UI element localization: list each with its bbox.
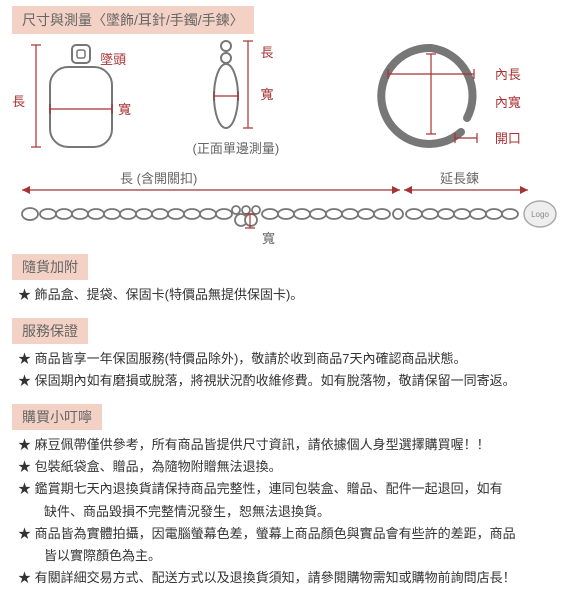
measurement-title: 尺寸與測量〈墜飾/耳針/手鐲/手鍊〉 [12, 6, 254, 34]
pendant-length-label: 長 [12, 91, 25, 110]
list-item: 保固期內如有磨損或脫落，將視狀況酌收維修費。如有脫落物，敬請保留一同寄返。 [18, 370, 565, 392]
pendant-width-label: 寬 [118, 99, 131, 118]
pendant-bail-label: 墜頭 [100, 49, 126, 68]
chain-diagram: 長 (含開關扣) 延長鍊 [0, 168, 583, 248]
bangle-diagram: 內長 內寬 開口 [371, 38, 541, 168]
bangle-gap-ruler [451, 130, 491, 146]
earring-width-ruler [208, 88, 248, 104]
list-item: 包裝紙袋盒、贈品，為隨物附贈無法退換。 [18, 456, 565, 478]
list-item: 有關詳細交易方式、配送方式以及退換貨須知，請參閱購物需知或購物前詢問店長！ [18, 567, 565, 589]
list-item: 商品皆享一年保固服務(特價品除外)，敬請於收到商品7天內確認商品狀態。 [18, 348, 565, 370]
diagram-row-1: 墜頭 長 寬 長 [0, 38, 583, 168]
chain-width-ruler [240, 214, 260, 234]
earring-caption: (正面單邊測量) [192, 138, 279, 157]
list-item: 鑑賞期七天內退換貨請保持商品完整性，連同包裝盒、贈品、配件一起退回，如有缺件、商… [18, 478, 565, 522]
pendant-width-ruler [42, 101, 122, 117]
section-warranty-list: 商品皆享一年保固服務(特價品除外)，敬請於收到商品7天內確認商品狀態。 保固期內… [0, 346, 583, 398]
section-notes-list: 麻豆佩帶僅供參考，所有商品皆提供尺寸資訊，請依據個人身型選擇購買喔！！ 包裝紙袋… [0, 432, 583, 595]
earring-length-label: 長 [260, 42, 273, 61]
chain-logo-text: Logo [531, 210, 549, 219]
pendant-diagram: 墜頭 長 寬 [42, 43, 152, 163]
bangle-inner-width-ruler [423, 50, 439, 140]
chain-shape: Logo [20, 196, 563, 232]
earring-diagram: 長 寬 (正面單邊測量) [196, 38, 326, 168]
section-included-list: 飾品盒、提袋、保固卡(特價品無提供保固卡)。 [0, 282, 583, 312]
section-notes-title: 購買小叮嚀 [12, 404, 102, 430]
chain-width-label: 寬 [262, 228, 275, 247]
section-warranty-title: 服務保證 [12, 318, 88, 344]
bangle-inner-width-label: 內寬 [495, 92, 521, 111]
list-item: 商品皆為實體拍攝，因電腦螢幕色差，螢幕上商品顏色與實品會有些許的差距，商品皆以實… [18, 523, 565, 567]
bangle-inner-length-label: 內長 [495, 64, 521, 83]
list-item: 飾品盒、提袋、保固卡(特價品無提供保固卡)。 [18, 284, 565, 306]
earring-width-label: 寬 [260, 84, 273, 103]
list-item: 麻豆佩帶僅供參考，所有商品皆提供尺寸資訊，請依據個人身型選擇購買喔！！ [18, 434, 565, 456]
section-included-title: 隨貨加附 [12, 254, 88, 280]
bangle-gap-label: 開口 [495, 128, 521, 147]
